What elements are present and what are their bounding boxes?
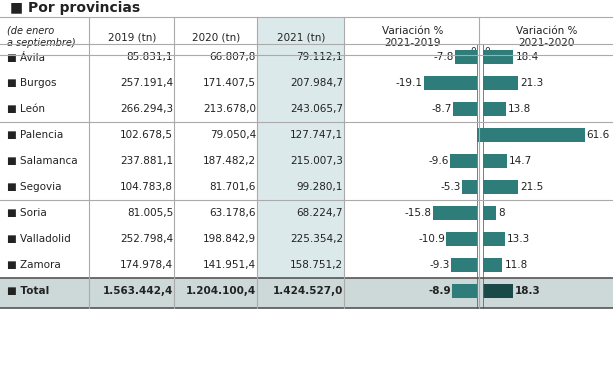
Bar: [433, 206, 477, 220]
Text: -8.7: -8.7: [432, 104, 452, 114]
Text: 225.354,2: 225.354,2: [290, 234, 343, 244]
Bar: [424, 76, 477, 90]
Bar: [483, 180, 519, 194]
Text: 104.783,8: 104.783,8: [120, 182, 173, 192]
Text: 257.191,4: 257.191,4: [120, 78, 173, 88]
Text: 2019 (tn): 2019 (tn): [109, 32, 157, 42]
Text: 68.224,7: 68.224,7: [297, 208, 343, 218]
Text: ■ Total: ■ Total: [7, 286, 49, 296]
Text: 11.8: 11.8: [504, 260, 528, 270]
Bar: [483, 154, 507, 168]
Text: 13.3: 13.3: [507, 234, 530, 244]
Text: 266.294,3: 266.294,3: [120, 104, 173, 114]
Text: 171.407,5: 171.407,5: [203, 78, 256, 88]
Bar: [0, 278, 613, 308]
Bar: [483, 50, 513, 64]
Text: 158.751,2: 158.751,2: [290, 260, 343, 270]
Text: 2020 (tn): 2020 (tn): [192, 32, 241, 42]
Text: ■ Valladolid: ■ Valladolid: [7, 234, 70, 244]
Text: 187.482,2: 187.482,2: [203, 156, 256, 166]
Text: 0: 0: [484, 47, 490, 57]
Text: ■ Por provincias: ■ Por provincias: [10, 1, 140, 15]
Text: 85.831,1: 85.831,1: [126, 52, 173, 62]
Text: 18.4: 18.4: [516, 52, 539, 62]
Text: ■ Burgos: ■ Burgos: [7, 78, 56, 88]
Bar: [450, 154, 477, 168]
Text: 79.050,4: 79.050,4: [210, 130, 256, 140]
Bar: [483, 232, 505, 246]
Text: 237.881,1: 237.881,1: [120, 156, 173, 166]
Bar: [446, 232, 477, 246]
Text: -9.6: -9.6: [428, 156, 449, 166]
Text: 198.842,9: 198.842,9: [203, 234, 256, 244]
Bar: [462, 180, 477, 194]
Text: Variación %
2021-2019: Variación % 2021-2019: [382, 26, 443, 48]
Text: -10.9: -10.9: [419, 234, 446, 244]
Bar: [477, 128, 546, 142]
Text: 174.978,4: 174.978,4: [120, 260, 173, 270]
Text: 102.678,5: 102.678,5: [120, 130, 173, 140]
Text: 21.3: 21.3: [520, 78, 543, 88]
Text: 63.178,6: 63.178,6: [210, 208, 256, 218]
Bar: [452, 102, 477, 116]
Text: 99.280,1: 99.280,1: [297, 182, 343, 192]
Bar: [483, 76, 518, 90]
Bar: [483, 206, 496, 220]
Text: -5.3: -5.3: [441, 182, 461, 192]
Bar: [483, 102, 506, 116]
Text: 1.204.100,4: 1.204.100,4: [186, 286, 256, 296]
Bar: [452, 284, 477, 298]
Text: 215.007,3: 215.007,3: [290, 156, 343, 166]
Text: ■ León: ■ León: [7, 104, 45, 114]
Text: Variación %
2021-2020: Variación % 2021-2020: [516, 26, 577, 48]
Bar: [483, 284, 513, 298]
Text: 1.563.442,4: 1.563.442,4: [102, 286, 173, 296]
Text: 79.112,1: 79.112,1: [297, 52, 343, 62]
Text: -19.1: -19.1: [395, 78, 422, 88]
Text: 14.7: 14.7: [509, 156, 533, 166]
Text: -9.3: -9.3: [430, 260, 450, 270]
Bar: [455, 50, 477, 64]
Text: 21.5: 21.5: [520, 182, 544, 192]
Text: 243.065,7: 243.065,7: [290, 104, 343, 114]
Text: -8.9: -8.9: [428, 286, 451, 296]
Text: ■ Zamora: ■ Zamora: [7, 260, 61, 270]
Text: 0: 0: [470, 47, 476, 57]
Text: 81.701,6: 81.701,6: [210, 182, 256, 192]
Text: 24.4: 24.4: [546, 130, 569, 140]
Text: 213.678,0: 213.678,0: [203, 104, 256, 114]
Text: 207.984,7: 207.984,7: [290, 78, 343, 88]
Text: ■ Soria: ■ Soria: [7, 208, 47, 218]
Bar: [483, 258, 503, 272]
Text: 18.3: 18.3: [515, 286, 541, 296]
Text: 81.005,5: 81.005,5: [127, 208, 173, 218]
Text: 141.951,4: 141.951,4: [203, 260, 256, 270]
Bar: [258, 17, 345, 308]
Text: 61.6: 61.6: [587, 130, 610, 140]
Bar: [483, 128, 585, 142]
Text: 1.424.527,0: 1.424.527,0: [273, 286, 343, 296]
Text: 2021 (tn): 2021 (tn): [277, 32, 326, 42]
Text: ■ Segovia: ■ Segovia: [7, 182, 61, 192]
Text: 252.798,4: 252.798,4: [120, 234, 173, 244]
Text: ■ Palencia: ■ Palencia: [7, 130, 63, 140]
Text: ■ Ávila: ■ Ávila: [7, 52, 45, 62]
Text: 8: 8: [498, 208, 505, 218]
Text: 127.747,1: 127.747,1: [290, 130, 343, 140]
Text: 13.8: 13.8: [508, 104, 531, 114]
Text: -7.8: -7.8: [434, 52, 454, 62]
Text: 66.807,8: 66.807,8: [210, 52, 256, 62]
Text: -15.8: -15.8: [405, 208, 432, 218]
Text: ■ Salamanca: ■ Salamanca: [7, 156, 78, 166]
Bar: [451, 258, 477, 272]
Text: (de enero
a septiembre): (de enero a septiembre): [7, 26, 75, 48]
